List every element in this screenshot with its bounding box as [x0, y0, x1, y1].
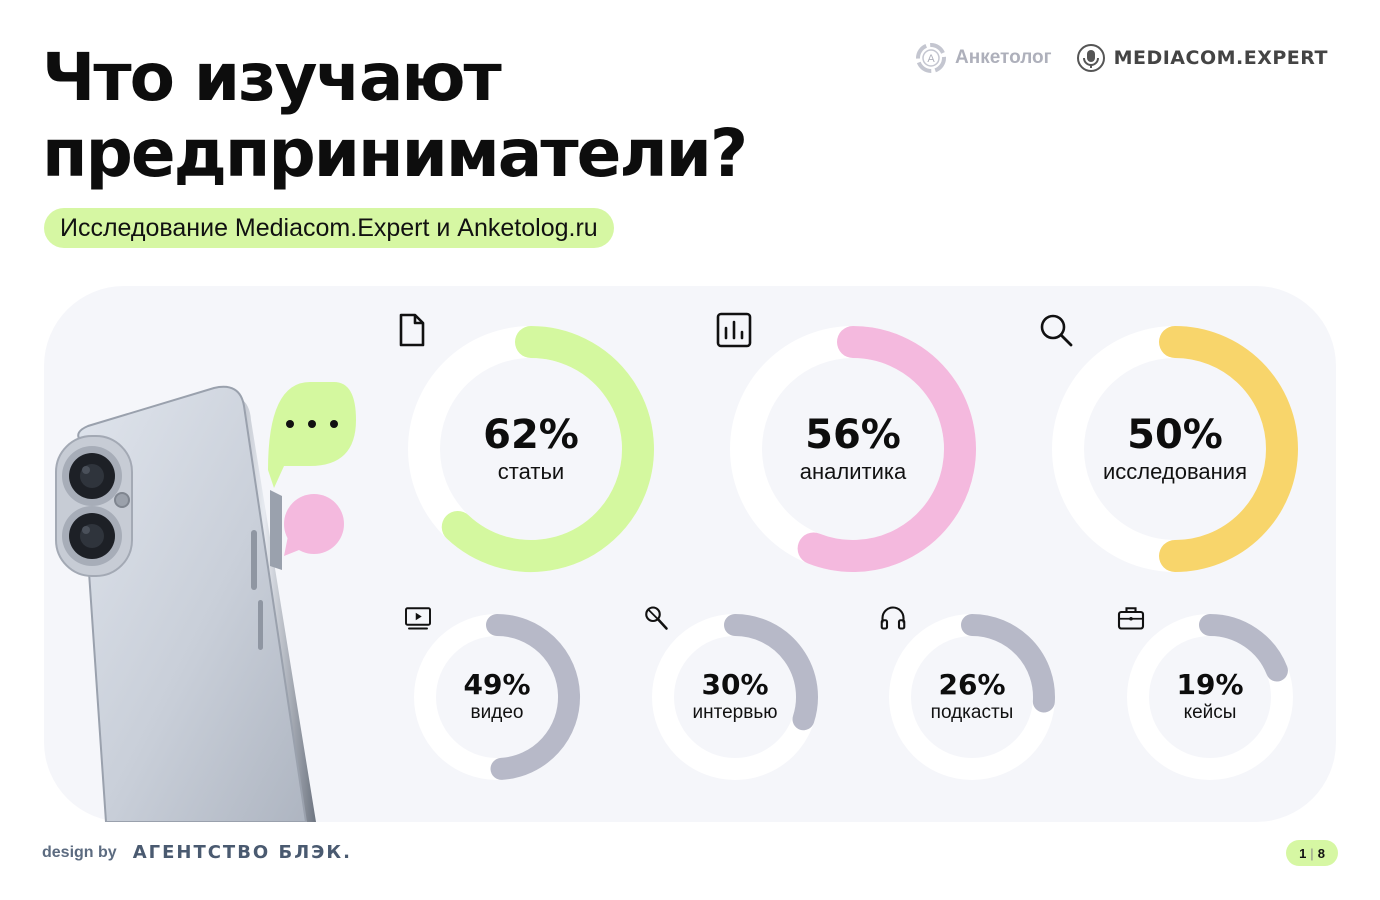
donut-svg	[730, 326, 976, 572]
briefcase-icon	[1117, 607, 1145, 630]
document-icon	[399, 313, 425, 347]
donut-category-label: интервью	[692, 702, 778, 723]
page-total: 8	[1317, 845, 1325, 861]
chat-bubble-green	[268, 382, 356, 488]
donut-percent-label: 30%	[701, 668, 769, 701]
donut-2: 50% исследования	[1036, 310, 1314, 588]
donut-value-arc	[724, 614, 818, 731]
mediacom-logo: MEDIACOM.EXPERT	[1076, 43, 1328, 73]
donut-category-label: статьи	[497, 459, 565, 484]
donut-value-arc	[486, 614, 580, 780]
donut-4: 30% интервью	[641, 603, 829, 791]
donut-center: 62% статьи	[392, 310, 670, 588]
donut-center: 49% видео	[403, 603, 591, 791]
page-title-line1: Что изучают	[42, 39, 502, 116]
donut-svg	[652, 614, 818, 780]
donut-0: 62% статьи	[392, 310, 670, 588]
donut-value-arc	[961, 614, 1055, 713]
phone-illustration	[55, 382, 356, 822]
donut-center: 19% кейсы	[1116, 603, 1304, 791]
donut-percent-label: 50%	[1127, 412, 1223, 458]
donut-3: 49% видео	[403, 603, 591, 791]
donut-percent-label: 56%	[805, 412, 901, 458]
design-by-label: design by	[42, 843, 117, 861]
partner-logos: А Анкетолог MEDIACOM.EXPERT	[915, 42, 1328, 74]
page-separator: |	[1310, 845, 1314, 861]
donut-svg	[889, 614, 1055, 780]
page-title: Что изучают предприниматели?	[42, 39, 748, 192]
video-icon	[405, 607, 431, 630]
donut-center: 26% подкасты	[878, 603, 1066, 791]
donut-percent-label: 19%	[1176, 668, 1244, 701]
donut-svg	[1052, 326, 1298, 572]
donut-percent-label: 26%	[938, 668, 1006, 701]
donut-percent-label: 62%	[483, 412, 579, 458]
donut-center: 56% аналитика	[714, 310, 992, 588]
donut-category-label: видео	[470, 702, 524, 723]
bar-chart-icon	[716, 312, 752, 348]
donut-center: 30% интервью	[641, 603, 829, 791]
anketolog-logo-text: Анкетолог	[955, 47, 1052, 68]
donut-5: 26% подкасты	[878, 603, 1066, 791]
search-icon	[1040, 314, 1073, 347]
anketolog-logo-letter: А	[927, 53, 935, 65]
phone-body	[77, 385, 308, 822]
donut-6: 19% кейсы	[1116, 603, 1304, 791]
donut-center: 50% исследования	[1036, 310, 1314, 588]
donut-value-arc	[1159, 326, 1298, 572]
donut-value-arc	[441, 326, 654, 572]
page-title-line2: предприниматели?	[42, 115, 748, 192]
anketolog-logo-icon: А	[916, 43, 947, 73]
mediacom-logo-text: MEDIACOM.EXPERT	[1113, 47, 1328, 69]
donut-category-label: подкасты	[930, 702, 1014, 723]
anketolog-logo: А Анкетолог	[915, 42, 1052, 74]
page-current: 1	[1299, 845, 1307, 861]
donut-svg	[414, 614, 580, 780]
chat-bubble-pink	[284, 494, 344, 556]
study-subtitle-badge: Исследование Mediacom.Expert и Anketolog…	[44, 208, 614, 248]
microphone-icon	[645, 606, 668, 630]
donut-1: 56% аналитика	[714, 310, 992, 588]
donut-value-arc	[797, 326, 976, 572]
headphones-icon	[880, 606, 906, 630]
footer-credits: design by АГЕНТСТВО БЛЭК.	[42, 842, 352, 863]
donut-category-label: кейсы	[1183, 702, 1237, 723]
page-indicator: 1 | 8	[1286, 840, 1338, 866]
donut-value-arc	[1199, 614, 1288, 682]
donut-svg	[408, 326, 654, 572]
donut-category-label: аналитика	[799, 459, 907, 484]
agency-logo-text: АГЕНТСТВО БЛЭК.	[132, 842, 352, 863]
phone-side-button	[251, 530, 257, 590]
donut-category-label: исследования	[1103, 459, 1247, 484]
donut-svg	[1127, 614, 1293, 780]
phone-flash	[114, 492, 130, 508]
mediacom-logo-icon	[1076, 44, 1105, 72]
donut-percent-label: 49%	[463, 668, 531, 701]
